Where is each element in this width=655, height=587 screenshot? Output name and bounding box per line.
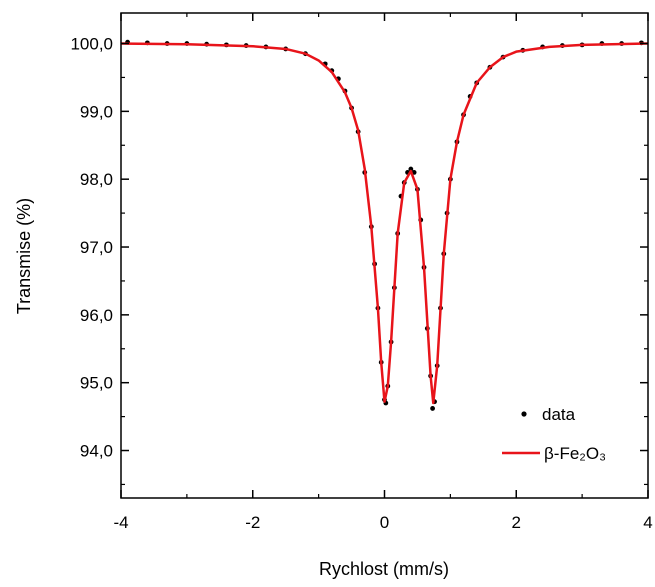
x-tick-label: -2 xyxy=(245,513,260,532)
legend-label-fit: β-Fe₂O₃ xyxy=(544,444,606,463)
y-tick-label: 99,0 xyxy=(80,102,113,121)
x-tick-label: 4 xyxy=(643,513,652,532)
x-axis-label: Rychlost (mm/s) xyxy=(319,559,449,579)
fit-line xyxy=(120,42,649,405)
data-point xyxy=(430,406,435,411)
y-tick-label: 97,0 xyxy=(80,238,113,257)
plot-area xyxy=(120,39,649,411)
y-axis-label: Transmise (%) xyxy=(14,198,34,314)
legend-label-data: data xyxy=(542,405,576,424)
y-tick-label: 95,0 xyxy=(80,374,113,393)
axes: -4 -2 0 2 4 94,0 95,0 96,0 97,0 98,0 99,0 100,0 xyxy=(70,13,653,532)
data-point xyxy=(408,166,414,172)
y-tick-label: 94,0 xyxy=(80,442,113,461)
x-tick-label: 0 xyxy=(380,513,389,532)
y-tick-label: 98,0 xyxy=(80,170,113,189)
y-tick-label: 96,0 xyxy=(80,306,113,325)
legend: data β-Fe₂O₃ xyxy=(502,405,606,463)
legend-marker-data xyxy=(521,411,527,417)
x-tick-label: 2 xyxy=(512,513,521,532)
y-tick-label: 100,0 xyxy=(70,35,113,54)
x-tick-label: -4 xyxy=(113,513,128,532)
plot-frame xyxy=(120,12,649,499)
